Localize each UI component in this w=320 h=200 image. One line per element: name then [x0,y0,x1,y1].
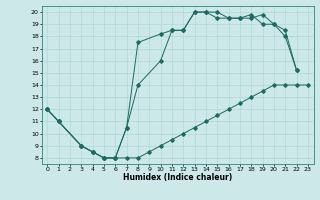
X-axis label: Humidex (Indice chaleur): Humidex (Indice chaleur) [123,173,232,182]
